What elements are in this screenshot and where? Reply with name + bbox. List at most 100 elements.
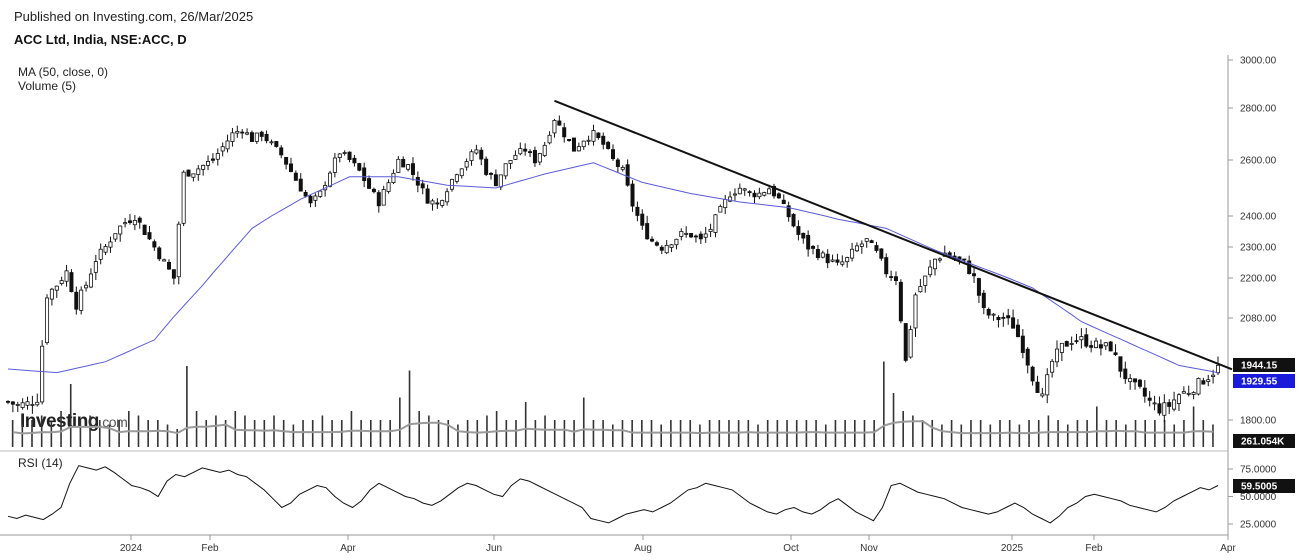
candle-body [1118, 356, 1123, 372]
candle-body [459, 168, 464, 177]
candle-body [762, 192, 767, 196]
candle-body [625, 164, 630, 186]
candle-body [347, 151, 352, 160]
volume-bar [340, 420, 343, 447]
candle-body [162, 259, 167, 262]
candle-body [264, 133, 269, 142]
volume-bar [573, 420, 575, 447]
candle-body [201, 164, 206, 170]
candle-body [1176, 394, 1181, 404]
candle-body [337, 153, 342, 158]
volume-bar [892, 393, 895, 447]
candle-body [157, 247, 162, 260]
candle-body [498, 174, 503, 188]
volume-value-badge-bg [1233, 434, 1295, 448]
candle-body [181, 171, 186, 224]
time-tick-label: Feb [1085, 543, 1103, 554]
volume-bar [1192, 406, 1195, 447]
candle-body [118, 225, 123, 235]
candle-body [908, 329, 913, 358]
candle-body [571, 137, 576, 152]
candle-body [284, 156, 289, 165]
candle-body [142, 224, 147, 235]
rsi-tick-label: 50.0000 [1240, 492, 1277, 503]
candle-body [328, 172, 333, 187]
candle-body [435, 202, 440, 205]
rsi-indicator-label[interactable]: RSI (14) [18, 456, 63, 470]
volume-bar [1086, 420, 1088, 447]
volume-bar [1125, 424, 1127, 447]
volume-bar [466, 420, 469, 447]
ma-indicator-label[interactable]: MA (50, close, 0) [18, 65, 109, 79]
candle-body [962, 258, 967, 261]
volume-bar [447, 420, 450, 447]
candle-body [737, 187, 742, 195]
candle-body [220, 146, 225, 152]
candle-body [332, 157, 337, 173]
candle-body [620, 167, 625, 170]
last-price-badge: 1944.15 [1241, 361, 1278, 372]
candle-body [889, 276, 894, 278]
candle-body [1157, 403, 1162, 414]
candle-body [976, 278, 981, 296]
time-tick-label: Apr [1220, 543, 1236, 554]
volume-bar [428, 415, 430, 447]
time-tick-label: 2024 [120, 543, 143, 554]
volume-bar [602, 420, 604, 447]
candle-body [972, 273, 977, 277]
candle-body [352, 157, 357, 164]
volume-bar [660, 424, 662, 447]
candle-body [215, 153, 220, 160]
candle-body [772, 185, 777, 197]
candle-body [167, 261, 172, 270]
volume-bar [824, 424, 827, 447]
volume-ma-polyline [12, 420, 1214, 435]
price-tick-label: 1800.00 [1240, 416, 1277, 427]
candle-body [318, 190, 323, 197]
volume-indicator-label[interactable]: Volume (5) [18, 79, 77, 93]
candle-body [147, 232, 152, 240]
volume-bar [1212, 424, 1214, 447]
published-note: Published on Investing.com, 26/Mar/2025 [14, 9, 254, 24]
candle-body [1025, 348, 1030, 366]
candle-body [84, 284, 89, 289]
candle-body [933, 258, 938, 270]
candle-body [503, 163, 508, 177]
candle-body [557, 120, 562, 126]
volume-bar [902, 411, 904, 447]
candle-body [279, 147, 284, 156]
volume-ma-line [12, 420, 1214, 435]
volume-bar [989, 424, 992, 447]
candle-body [206, 161, 211, 166]
candle-body [1054, 348, 1059, 363]
candle-body [74, 291, 79, 310]
volume-bar [873, 420, 875, 447]
price-tick-label: 2080.00 [1240, 314, 1277, 325]
candle-body [869, 240, 874, 243]
candle-body [484, 158, 489, 175]
volume-bar [457, 424, 459, 447]
volume-bar [921, 420, 924, 447]
candle-body [35, 401, 40, 406]
volume-bar [282, 420, 285, 447]
candle-body [210, 158, 215, 161]
volume-bar [505, 420, 508, 447]
candle-body [659, 246, 664, 251]
volume-bar [1134, 420, 1137, 447]
volume-bar [195, 411, 198, 447]
volume-bar [960, 424, 963, 447]
volume-bar [98, 420, 101, 447]
time-tick-label: Jun [486, 543, 502, 554]
candle-body [469, 151, 474, 162]
candle-body [693, 235, 698, 238]
candle-body [806, 234, 811, 250]
candle-body [513, 154, 518, 160]
candle-body [615, 159, 620, 167]
candle-body [1084, 334, 1089, 347]
volume-bar [408, 370, 411, 447]
candle-body [893, 276, 898, 281]
candle-body [825, 253, 830, 264]
candle-body [127, 220, 132, 223]
volume-bar [524, 402, 527, 447]
